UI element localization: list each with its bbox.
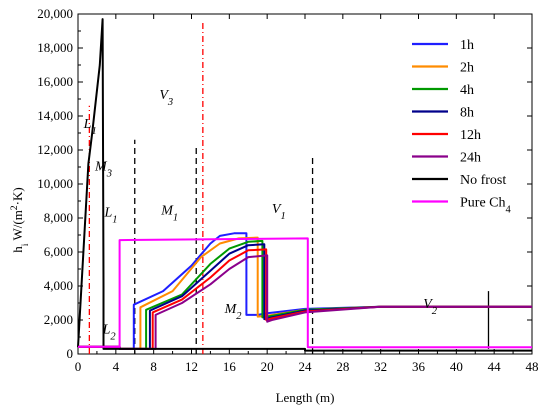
x-tick-label: 24 [299,359,313,374]
series-lines [77,18,532,352]
x-tick-label: 12 [185,359,198,374]
legend-label: Pure Ch4 [460,196,512,216]
y-tick-label: 10,000 [37,176,73,191]
region-annotation: M2 [224,302,243,322]
x-axis-label: Length (m) [276,390,335,405]
region-annotation: L2 [102,323,117,343]
series-line-4h [78,239,532,350]
region-annotation: M1 [160,204,178,224]
series-line-pure-ch4 [78,237,532,349]
legend-label: 1h [460,38,474,53]
x-tick-label: 20 [261,359,274,374]
legend: 1h 2h 4h 8h 12h 24h No frost Pure Ch4 [412,38,512,215]
y-tick-label: 12,000 [37,142,73,157]
legend-label: 24h [460,151,481,166]
y-tick-label: 4,000 [44,278,73,293]
y-axis-label: hi W/(m2·K) [9,187,31,252]
x-tick-label: 48 [526,359,539,374]
legend-label: 4h [460,83,474,98]
x-tick-label: 28 [336,359,349,374]
annotations: L1 M3 V3 L1 M1 V1 M2 L2 V2 [83,88,438,342]
legend-label: 12h [460,128,481,143]
region-annotation: L1 [83,117,97,136]
x-tick-label: 8 [150,359,157,374]
y-tick-label: 2,000 [44,312,73,327]
region-annotation: L1 [103,205,117,225]
y-tick-label: 6,000 [44,244,73,259]
x-tick-label: 36 [412,359,426,374]
y-tick-label: 14,000 [37,108,73,123]
y-tick-label: 16,000 [37,74,73,89]
y-tick-label: 0 [67,346,74,361]
x-tick-label: 40 [450,359,463,374]
region-annotation: V3 [159,88,173,108]
series-line-no-frost [77,18,532,352]
legend-label: 8h [460,106,474,121]
x-tick-label: 0 [75,359,82,374]
legend-label: No frost [460,173,506,188]
y-tick-labels: 0 2,000 4,000 6,000 8,000 10,000 12,000 14,000 1… [37,6,73,361]
y-tick-label: 18,000 [37,40,73,55]
y-tick-label: 20,000 [37,6,73,21]
x-tick-label: 44 [488,359,502,374]
y-tick-label: 8,000 [44,210,73,225]
legend-label: 2h [460,61,474,76]
region-annotation: V2 [423,297,438,317]
x-tick-label: 4 [113,359,120,374]
region-annotation: M3 [94,159,112,179]
x-tick-label: 32 [374,359,387,374]
region-annotation: V1 [272,202,286,222]
x-tick-label: 16 [223,359,237,374]
x-tick-labels: 0 4 8 12 16 20 24 28 32 36 40 44 48 [75,359,539,374]
